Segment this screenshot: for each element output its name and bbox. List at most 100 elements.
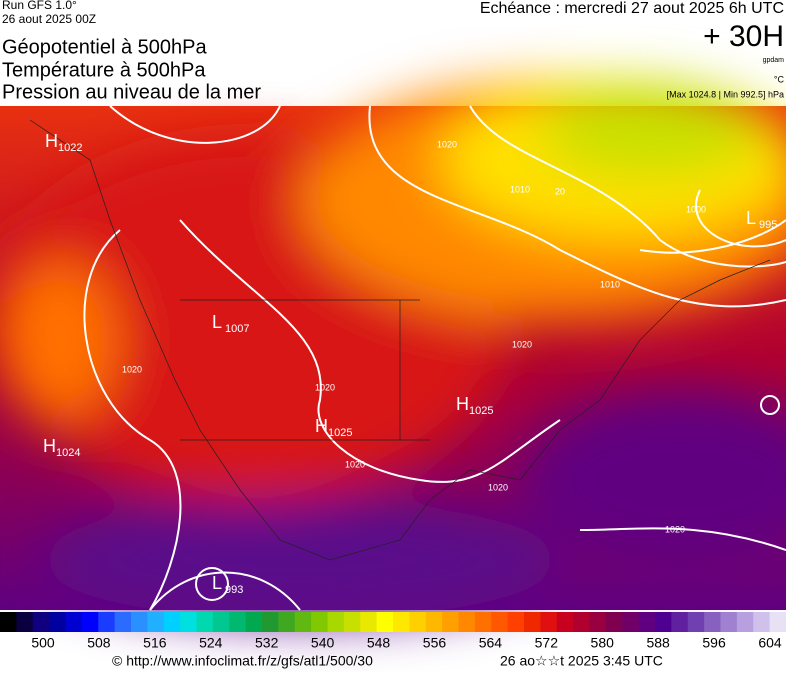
footer-time: 26 ao☆☆t 2025 3:45 UTC xyxy=(500,653,663,669)
coastlines xyxy=(29,119,771,561)
colorbar-swatch xyxy=(16,612,34,632)
isobar-label: 1020 xyxy=(437,139,457,149)
colorbar-swatch xyxy=(720,612,738,632)
colorbar-label: 532 xyxy=(255,635,279,651)
isobar-label: 1010 xyxy=(600,279,620,289)
lead-time: + 30H xyxy=(703,20,784,53)
colorbar-swatch xyxy=(556,612,574,632)
center-value: 1024 xyxy=(56,447,80,459)
colorbar-swatch xyxy=(458,612,476,632)
isobar-label: 1020 xyxy=(665,524,685,534)
center-letter: L xyxy=(746,208,756,228)
colorbar-swatch xyxy=(736,612,754,632)
colorbar-label: 572 xyxy=(535,635,559,651)
colorbar-swatch xyxy=(131,612,148,632)
colorbar-swatch xyxy=(65,612,83,632)
colorbar-swatch xyxy=(393,612,410,632)
colorbar-swatch xyxy=(32,612,50,632)
center-value: 1022 xyxy=(58,142,82,154)
isobar-label: 20 xyxy=(555,186,565,196)
colorbar-swatch xyxy=(376,612,394,632)
colorbar-swatch xyxy=(311,612,328,632)
colorbar-swatch xyxy=(638,612,656,632)
colorbar-swatch xyxy=(343,612,361,632)
isobar-label: 1000 xyxy=(686,204,706,214)
colorbar-swatch xyxy=(163,612,181,632)
center-letter: L xyxy=(212,573,222,593)
colorbar-swatch xyxy=(294,612,312,632)
isobar-label: 1020 xyxy=(488,482,508,492)
pressure-range: [Max 1024.8 | Min 992.5] hPa xyxy=(667,89,784,99)
colorbar-swatch xyxy=(573,612,590,632)
colorbar-label: 556 xyxy=(423,635,447,651)
footer-source: © http://www.infoclimat.fr/z/gfs/atl1/50… xyxy=(112,653,373,669)
colorbar-swatch xyxy=(753,612,771,632)
isobar-label: 1020 xyxy=(345,459,365,469)
run-date: 26 aout 2025 00Z xyxy=(2,12,96,26)
title-3: Pression au niveau de la mer xyxy=(2,81,261,103)
isobar-label: 1020 xyxy=(315,382,335,392)
echeance: Echéance : mercredi 27 aout 2025 6h UTC xyxy=(480,0,784,17)
colorbar-swatch xyxy=(622,612,640,632)
isobar-label: 1020 xyxy=(512,339,532,349)
center-value: 1007 xyxy=(225,323,249,335)
colorbar-label: 516 xyxy=(143,635,167,651)
colorbar-label: 604 xyxy=(758,635,782,651)
colorbar-swatch xyxy=(687,612,705,632)
unit-temp: °C xyxy=(774,74,785,84)
colorbar-label: 500 xyxy=(31,635,55,651)
colorbar-swatch xyxy=(360,612,378,632)
colorbar-swatch xyxy=(540,612,558,632)
colorbar-swatch xyxy=(425,612,443,632)
colorbar-swatch xyxy=(507,612,525,632)
colorbar-label: 524 xyxy=(199,635,223,651)
colorbar-swatch xyxy=(442,612,459,632)
center-letter: H xyxy=(315,416,328,436)
isobars xyxy=(83,105,786,611)
colorbar-swatch xyxy=(409,612,427,632)
colorbar-swatch xyxy=(212,612,230,632)
isobar-label: 1010 xyxy=(510,184,530,194)
colorbar-label: 548 xyxy=(367,635,391,651)
temperature-field xyxy=(0,80,786,620)
colorbar-swatch xyxy=(605,612,623,632)
colorbar: 500 508 516 524 532 540 548 556 564 572 580 588 596 6… xyxy=(0,612,786,651)
title-2: Température à 500hPa xyxy=(2,59,206,81)
colorbar-swatch xyxy=(524,612,541,632)
title-1: Géopotentiel à 500hPa xyxy=(2,36,207,58)
colorbar-label: 564 xyxy=(479,635,503,651)
colorbar-label: 588 xyxy=(646,635,670,651)
colorbar-swatch xyxy=(474,612,492,632)
colorbar-swatch xyxy=(180,612,197,632)
colorbar-swatch xyxy=(0,612,17,632)
colorbar-swatch xyxy=(769,612,786,632)
colorbar-label: 596 xyxy=(702,635,726,651)
colorbar-swatch xyxy=(147,612,165,632)
center-value: 993 xyxy=(225,584,243,596)
colorbar-swatch xyxy=(278,612,296,632)
colorbar-label: 540 xyxy=(311,635,335,651)
colorbar-swatch xyxy=(98,612,116,632)
center-letter: L xyxy=(212,312,222,332)
colorbar-swatch xyxy=(704,612,721,632)
center-letter: H xyxy=(456,394,469,414)
run-label: Run GFS 1.0° xyxy=(2,0,77,12)
center-value: 1025 xyxy=(469,405,493,417)
colorbar-swatch xyxy=(491,612,509,632)
colorbar-swatch xyxy=(245,612,263,632)
isobar-label: 1020 xyxy=(122,364,142,374)
colorbar-swatch xyxy=(655,612,672,632)
colorbar-swatch xyxy=(262,612,279,632)
center-letter: H xyxy=(45,131,58,151)
center-letter: H xyxy=(43,436,56,456)
colorbar-swatch xyxy=(81,612,99,632)
center-value: 995 xyxy=(759,219,777,231)
colorbar-label: 508 xyxy=(87,635,111,651)
colorbar-swatch xyxy=(327,612,345,632)
colorbar-swatch xyxy=(196,612,214,632)
colorbar-swatch xyxy=(671,612,689,632)
colorbar-swatch xyxy=(589,612,607,632)
